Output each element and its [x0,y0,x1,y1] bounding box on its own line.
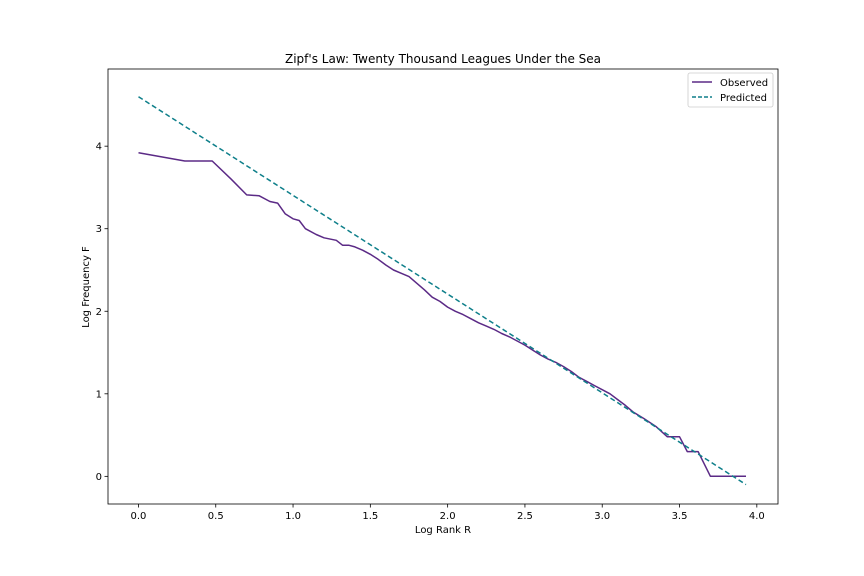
y-tick-label: 0 [96,472,102,483]
x-axis-label: Log Rank R [415,525,471,536]
x-tick-label: 4.0 [749,511,765,522]
x-tick-label: 0.5 [208,511,224,522]
legend-label-predicted: Predicted [720,93,767,104]
x-tick-label: 3.0 [594,511,610,522]
x-axis-ticks: 0.0 0.5 1.0 1.5 2.0 2.5 3.0 3.5 4.0 [131,504,765,522]
x-tick-label: 1.0 [285,511,301,522]
plot-area [107,68,779,505]
y-tick-label: 2 [96,307,102,318]
legend-label-observed: Observed [720,78,768,89]
legend: Observed Predicted [687,72,774,108]
x-tick-label: 2.5 [517,511,533,522]
series-line-observed [138,152,746,478]
y-tick-label: 3 [96,224,102,235]
x-tick-label: 0.0 [131,511,147,522]
series-layer [138,96,747,486]
x-tick-label: 1.5 [362,511,378,522]
series-line-predicted [138,96,747,486]
y-axis-ticks: 0 1 2 3 4 [96,142,108,483]
y-tick-label: 1 [96,389,102,400]
y-tick-label: 4 [96,142,102,153]
chart-title: Zipf's Law: Twenty Thousand Leagues Unde… [285,52,601,66]
y-axis-label: Log Frequency F [81,246,92,328]
x-tick-label: 3.5 [672,511,688,522]
x-tick-label: 2.0 [440,511,456,522]
